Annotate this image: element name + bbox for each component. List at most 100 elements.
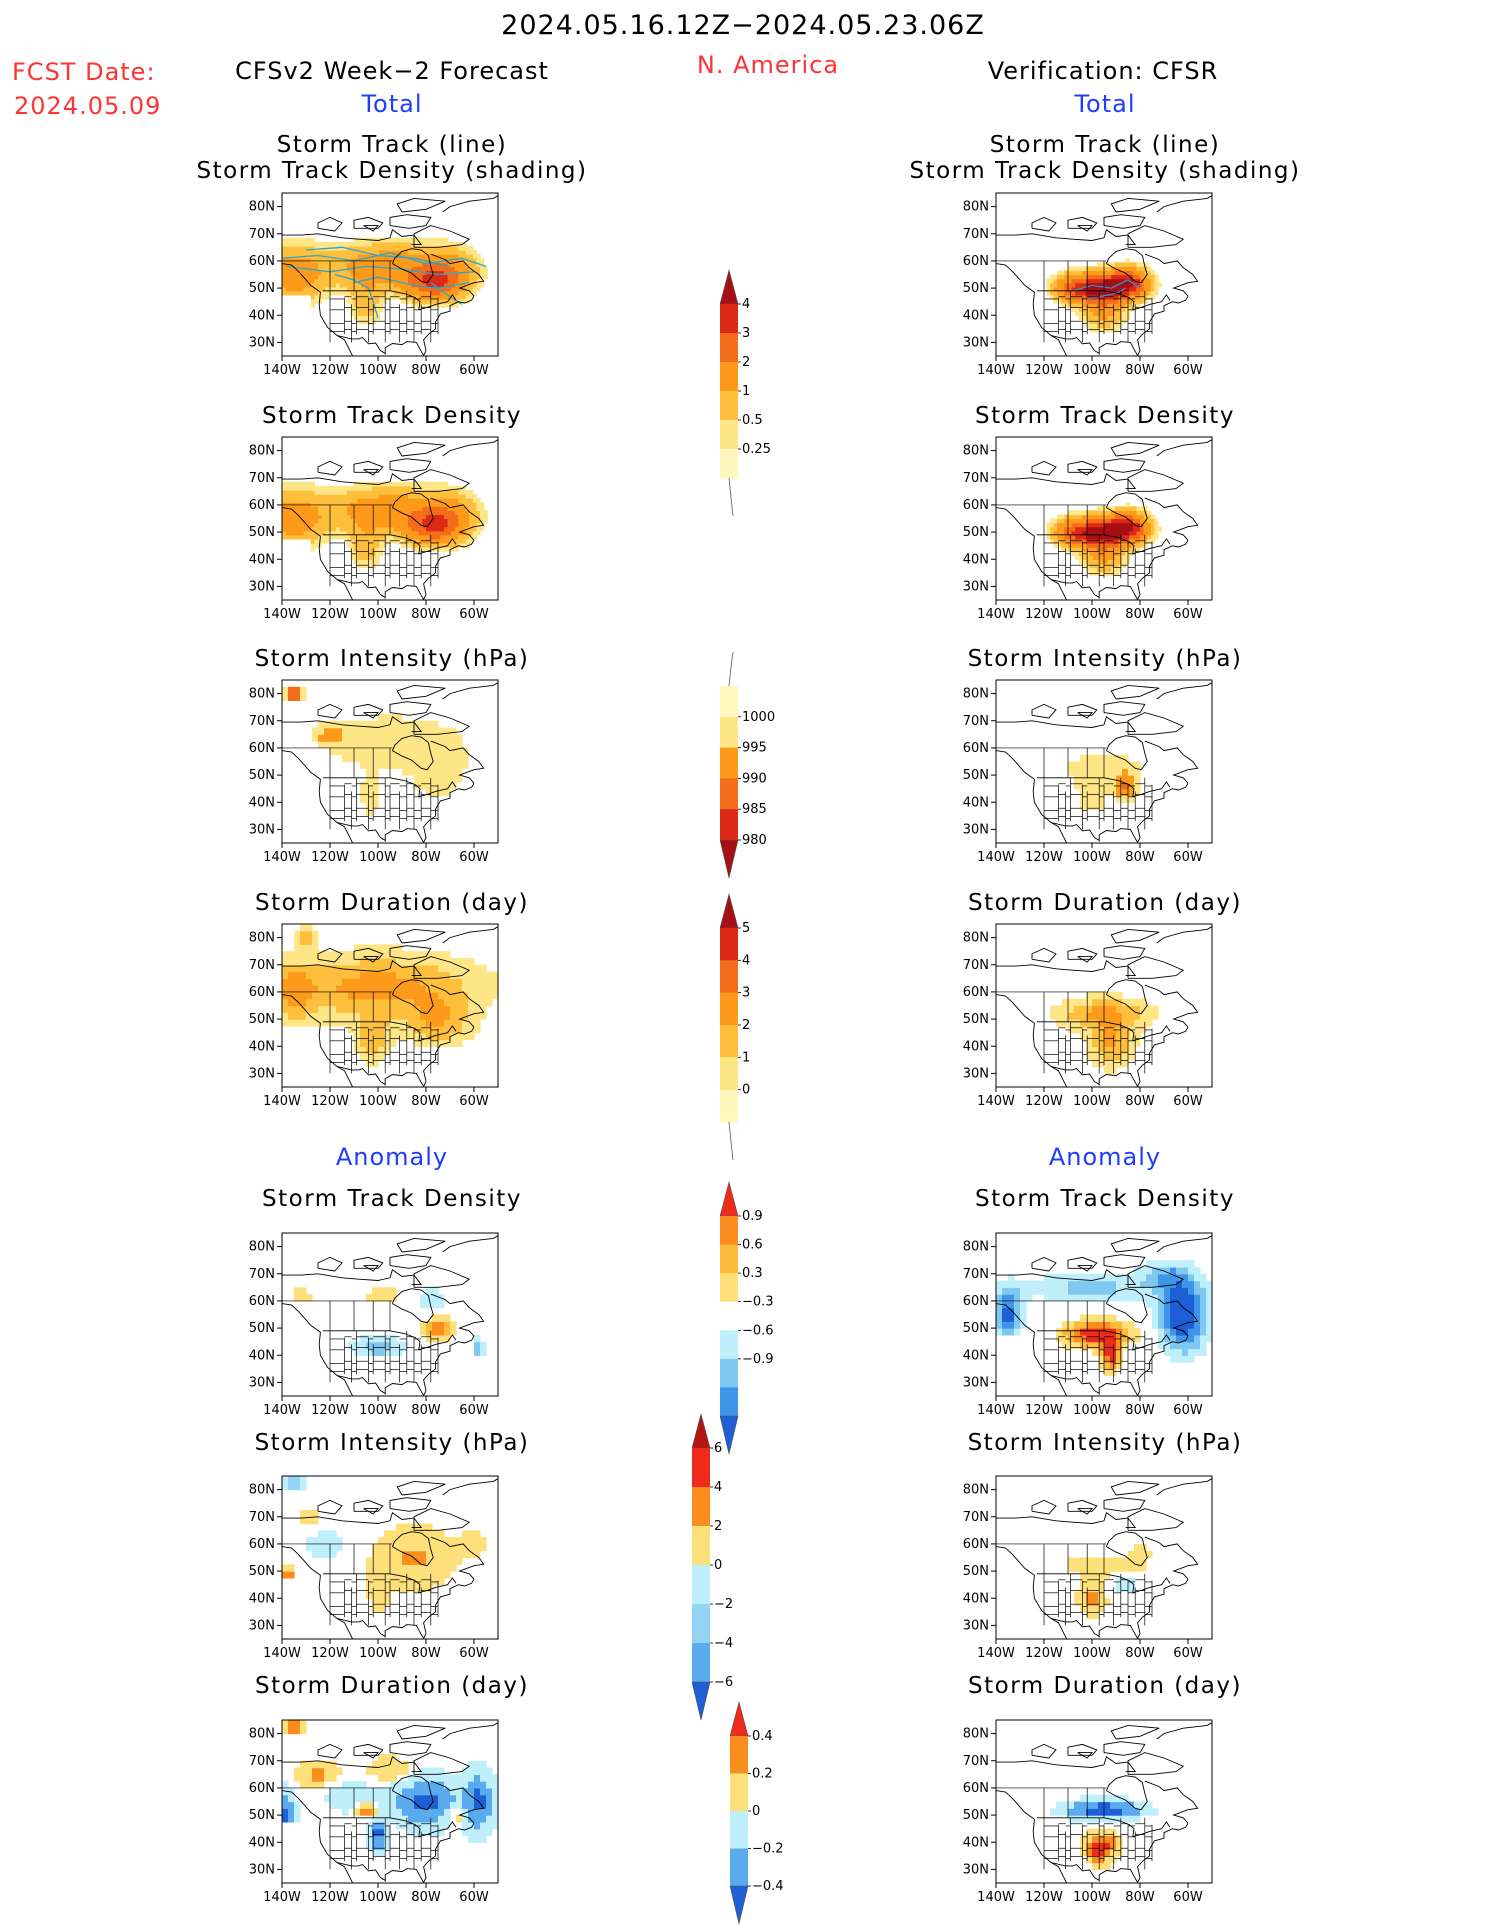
field-cell (372, 985, 379, 992)
field-cell (300, 498, 304, 503)
field-cell (448, 490, 452, 495)
field-cell (1115, 506, 1119, 511)
field-cell (311, 490, 315, 495)
field-cell (1133, 291, 1137, 296)
field-cell (1122, 311, 1126, 316)
field-cell (282, 250, 286, 255)
field-cell (376, 303, 380, 308)
field-cell (304, 287, 308, 292)
field-cell (1057, 523, 1061, 528)
field-cell (354, 951, 361, 958)
field-cell (1104, 1046, 1111, 1053)
field-cell (378, 1019, 385, 1026)
total-label-left: Total (361, 90, 422, 118)
field-cell (396, 944, 403, 951)
field-cell (469, 498, 473, 503)
field-cell (1108, 319, 1112, 324)
field-cell (390, 283, 394, 288)
field-cell (1129, 287, 1133, 292)
field-cell (294, 1476, 301, 1483)
field-cell (1082, 514, 1086, 519)
field-cell (1133, 266, 1137, 271)
field-cell (1074, 1287, 1081, 1294)
field-cell (365, 514, 369, 519)
field-cell (1061, 283, 1065, 288)
field-cell (1116, 1060, 1123, 1067)
field-cell (1164, 1294, 1171, 1301)
x-tick-label: 140W (977, 1094, 1015, 1109)
field-cell (324, 985, 331, 992)
field-cell (1182, 1355, 1189, 1362)
field-cell (358, 262, 362, 267)
field-cell (1122, 559, 1126, 564)
field-cell (402, 768, 409, 775)
field-cell (354, 506, 358, 511)
field-cell (1086, 275, 1090, 280)
field-cell (376, 246, 380, 251)
field-cell (440, 510, 444, 515)
field-cell (1108, 275, 1112, 280)
field-cell (1104, 303, 1108, 308)
field-cell (300, 262, 304, 267)
field-cell (412, 506, 416, 511)
field-cell (1014, 1315, 1021, 1322)
field-cell (368, 506, 372, 511)
field-cell (383, 502, 387, 507)
field-cell (289, 250, 293, 255)
field-cell (376, 262, 380, 267)
field-cell (408, 486, 412, 491)
field-cell (384, 748, 391, 755)
field-cell (1134, 1274, 1141, 1281)
field-cell (1093, 311, 1097, 316)
field-cell (412, 262, 416, 267)
field-cell (451, 266, 455, 271)
field-cell (300, 1483, 307, 1490)
field-cell (415, 527, 419, 532)
field-cell (468, 985, 475, 992)
field-cell (394, 490, 398, 495)
field-cell (282, 531, 286, 536)
field-cell (1072, 514, 1076, 519)
field-cell (329, 291, 333, 296)
field-cell (348, 965, 355, 972)
field-cell (1093, 519, 1097, 524)
field-cell (322, 295, 326, 300)
field-cell (1093, 547, 1097, 552)
field-cell (438, 992, 445, 999)
field-cell (306, 972, 313, 979)
field-cell (1080, 1315, 1087, 1322)
field-cell (342, 985, 349, 992)
field-cell (325, 486, 329, 491)
field-cell (311, 299, 315, 304)
field-cell (426, 992, 433, 999)
field-cell (282, 527, 286, 532)
field-cell (1110, 762, 1117, 769)
field-cell (336, 494, 340, 499)
field-cell (318, 510, 322, 515)
field-cell (311, 535, 315, 540)
field-cell (408, 287, 412, 292)
field-cell (1144, 543, 1148, 548)
field-cell (372, 782, 379, 789)
field-cell (384, 755, 391, 762)
field-cell (448, 270, 452, 275)
field-cell (354, 965, 361, 972)
field-cell (1002, 1321, 1009, 1328)
field-cell (365, 490, 369, 495)
field-cell (1062, 1294, 1069, 1301)
field-cell (1111, 523, 1115, 528)
field-cell (462, 992, 469, 999)
field-cell (1115, 543, 1119, 548)
coastline (996, 961, 1135, 976)
field-cell (455, 486, 459, 491)
field-cell (311, 482, 315, 487)
field-cell (1128, 1046, 1135, 1053)
field-cell (304, 514, 308, 519)
field-cell (282, 523, 286, 528)
field-cell (1188, 1294, 1195, 1301)
field-cell (336, 972, 343, 979)
field-cell (419, 287, 423, 292)
